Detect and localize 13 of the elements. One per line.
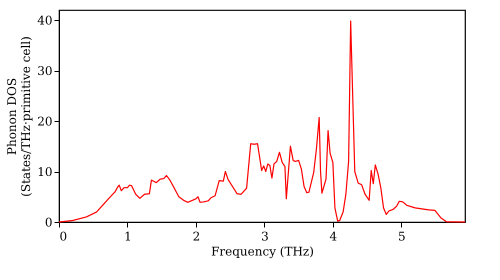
x-tick-label: 4 (330, 230, 338, 244)
y-tick-label: 20 (37, 114, 52, 129)
y-axis-title: Phonon DOS (States/THz·primitive cell) (5, 36, 34, 197)
x-tick-label: 1 (124, 230, 132, 244)
y-tick-label: 30 (37, 64, 52, 78)
x-tick-label: 2 (192, 230, 200, 244)
y-tick-label: 10 (37, 165, 52, 180)
y-tick-label: 40 (37, 14, 52, 28)
x-tick-label: 3 (261, 230, 269, 244)
y-tick-label: 0 (44, 216, 52, 230)
x-tick-label: 5 (398, 230, 406, 244)
x-axis-title: Frequency (THz) (211, 244, 314, 258)
x-tick-label: 0 (60, 230, 68, 244)
